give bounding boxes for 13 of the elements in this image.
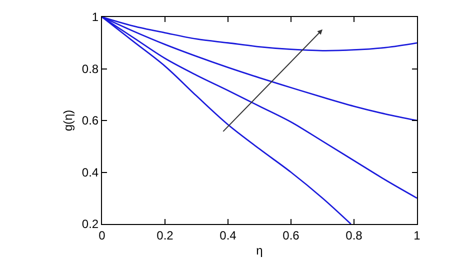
x-tick-label: 0.8 <box>346 228 363 242</box>
x-axis-title: η <box>256 243 263 258</box>
y-tick-label: 0.2 <box>82 217 99 232</box>
x-tick-label: 1 <box>414 228 421 242</box>
x-tick-label: 0.4 <box>220 228 237 242</box>
y-tick-label: 0.4 <box>82 165 99 180</box>
x-tick-label: 0 <box>98 228 106 242</box>
x-tick-label: 0.2 <box>156 228 174 242</box>
y-axis-title: g(η) <box>61 110 76 132</box>
y-tick-label: 1 <box>92 10 99 24</box>
x-tick-label: 0.6 <box>282 228 300 242</box>
y-tick-label: 0.6 <box>82 114 99 128</box>
y-tick-label: 0.8 <box>82 62 99 76</box>
